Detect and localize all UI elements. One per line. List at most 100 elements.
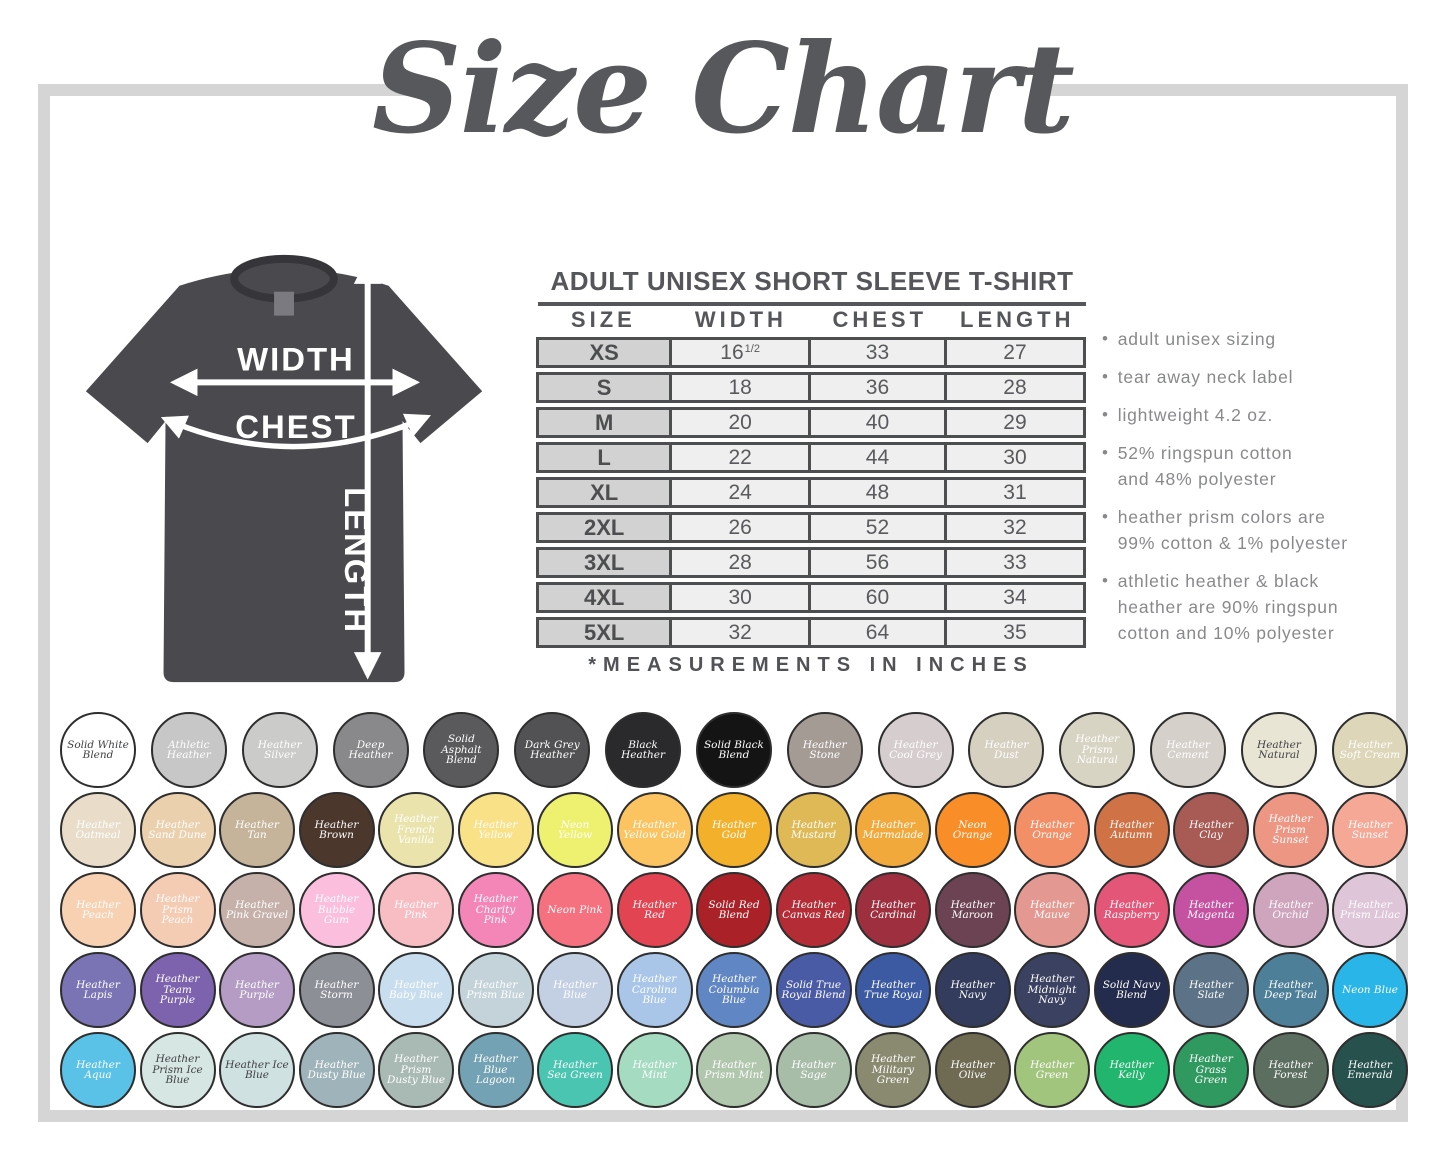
color-swatch-neon-pink: Neon Pink xyxy=(537,872,613,948)
bullet-item: • adult unisex sizing xyxy=(1102,326,1437,352)
neck-label xyxy=(274,291,294,316)
color-swatch-heather-storm: Heather Storm xyxy=(298,952,375,1028)
table-row-2xl: 2XL 26 52 32 xyxy=(536,512,1086,543)
bullet-text: tear away neck label xyxy=(1117,367,1294,387)
bullet-dot: • xyxy=(1102,571,1109,590)
color-swatch-neon-yellow: Neon Yellow xyxy=(537,792,613,868)
cell-size: 2XL xyxy=(539,515,673,540)
color-swatch-heather-sage: Heather Sage xyxy=(775,1032,852,1108)
bullet-item: • tear away neck label xyxy=(1102,364,1437,390)
color-swatch-heather-clay: Heather Clay xyxy=(1173,792,1249,868)
color-swatch-heather-orchid: Heather Orchid xyxy=(1252,872,1329,948)
color-swatch-solid-asphalt-blend: Solid Asphalt Blend xyxy=(423,712,500,788)
color-swatch-solid-black-blend: Solid Black Blend xyxy=(695,712,772,788)
color-swatch-heather-carolina-blue: Heather Carolina Blue xyxy=(616,952,693,1028)
chest-label: CHEST xyxy=(235,408,356,445)
color-swatch-solid-navy-blend: Solid Navy Blend xyxy=(1093,952,1170,1028)
color-swatch-heather-tan: Heather Tan xyxy=(219,792,295,868)
color-swatch-heather-pink-gravel: Heather Pink Gravel xyxy=(219,872,295,948)
color-swatch-heather-grass-green: Heather Grass Green xyxy=(1173,1032,1249,1108)
color-swatch-heather-mauve: Heather Mauve xyxy=(1014,872,1090,948)
cell-size: 4XL xyxy=(539,585,673,610)
cell-length: 35 xyxy=(1003,620,1027,644)
bullet-dot: • xyxy=(1102,443,1109,462)
cell-length: 28 xyxy=(1003,375,1027,399)
color-swatch-heather-dusty-blue: Heather Dusty Blue xyxy=(298,1032,375,1108)
color-swatch-heather-prism-dusty-blue: Heather Prism Dusty Blue xyxy=(378,1032,454,1108)
color-swatch-heather-sand-dune: Heather Sand Dune xyxy=(139,792,216,868)
color-swatch-heather-oatmeal: Heather Oatmeal xyxy=(60,792,136,868)
color-swatch-heather-marmalade: Heather Marmalade xyxy=(855,792,931,868)
color-swatch-heather-navy: Heather Navy xyxy=(934,952,1011,1028)
frame-border xyxy=(38,84,1408,1122)
color-swatch-heather-orange: Heather Orange xyxy=(1014,792,1090,868)
feature-bullet-list: • adult unisex sizing • tear away neck labe… xyxy=(1102,326,1437,658)
cell-width: 18 xyxy=(672,375,811,400)
cell-chest: 40 xyxy=(811,410,947,435)
color-swatch-heather-french-vanilla: Heather French Vanilla xyxy=(378,792,454,868)
color-swatch-heather-slate: Heather Slate xyxy=(1173,952,1249,1028)
bullet-text: lightweight 4.2 oz. xyxy=(1117,405,1274,425)
bullet-text: 52% ringspun cotton and 48% polyester xyxy=(1117,443,1293,489)
bullet-text: adult unisex sizing xyxy=(1117,329,1276,349)
table-row-l: L 22 44 30 xyxy=(536,442,1086,473)
color-swatch-solid-true-royal-blend: Solid True Royal Blend xyxy=(775,952,852,1028)
color-swatch-dark-grey-heather: Dark Grey Heather xyxy=(514,712,591,788)
color-swatch-heather-canvas-red: Heather Canvas Red xyxy=(775,872,852,948)
color-swatch-heather-bubble-gum: Heather Bubble Gum xyxy=(298,872,375,948)
cell-width: 24 xyxy=(672,480,811,505)
bullet-item: • 52% ringspun cotton and 48% polyester xyxy=(1102,440,1437,492)
color-swatch-athletic-heather: Athletic Heather xyxy=(150,712,227,788)
color-swatch-heather-dust: Heather Dust xyxy=(968,712,1045,788)
table-row-xl: XL 24 48 31 xyxy=(536,477,1086,508)
color-swatch-heather-forest: Heather Forest xyxy=(1252,1032,1329,1108)
cell-length: 30 xyxy=(1003,445,1027,469)
color-swatch-heather-brown: Heather Brown xyxy=(298,792,375,868)
color-swatch-black-heather: Black Heather xyxy=(605,712,682,788)
color-swatch-neon-orange: Neon Orange xyxy=(934,792,1011,868)
color-swatch-heather-cement: Heather Cement xyxy=(1150,712,1227,788)
bullet-dot: • xyxy=(1102,329,1109,348)
cell-chest: 64 xyxy=(811,620,947,645)
cell-chest: 56 xyxy=(811,550,947,575)
color-swatch-heather-sea-green: Heather Sea Green xyxy=(537,1032,613,1108)
tshirt-back-collar xyxy=(243,255,325,270)
color-swatch-heather-pink: Heather Pink xyxy=(378,872,454,948)
color-swatch-heather-prism-lilac: Heather Prism Lilac xyxy=(1332,872,1408,948)
cell-width: 32 xyxy=(672,620,811,645)
chest-arrow xyxy=(160,413,432,450)
color-swatch-heather-true-royal: Heather True Royal xyxy=(855,952,931,1028)
color-swatch-heather-kelly: Heather Kelly xyxy=(1093,1032,1170,1108)
color-swatch-heather-midnight-navy: Heather Midnight Navy xyxy=(1014,952,1090,1028)
bullet-text: athletic heather & black heather are 90% … xyxy=(1117,571,1339,643)
bullet-dot: • xyxy=(1102,507,1109,526)
color-swatch-solid-white-blend: Solid White Blend xyxy=(60,712,136,788)
tshirt-diagram: WIDTH CHEST LENGTH xyxy=(85,254,483,683)
bullet-item: • heather prism colors are 99% cotton & 1%… xyxy=(1102,504,1437,556)
color-swatch-heather-soft-cream: Heather Soft Cream xyxy=(1331,712,1408,788)
cell-size: XS xyxy=(539,340,673,365)
bullet-text: heather prism colors are 99% cotton & 1% … xyxy=(1117,507,1348,553)
cell-size: S xyxy=(539,375,673,400)
swatch-row-1: Solid White Blend Athletic Heather Heather… xyxy=(60,712,1408,788)
cell-width: 20 xyxy=(672,410,811,435)
cell-width: 26 xyxy=(672,515,811,540)
cell-size: 3XL xyxy=(539,550,673,575)
color-swatch-heather-gold: Heather Gold xyxy=(696,792,772,868)
cell-width: 28 xyxy=(672,550,811,575)
color-swatch-heather-mint: Heather Mint xyxy=(616,1032,693,1108)
cell-length: 27 xyxy=(1003,340,1027,364)
color-swatch-heather-olive: Heather Olive xyxy=(934,1032,1011,1108)
cell-chest: 60 xyxy=(811,585,947,610)
color-swatch-heather-ice-blue: Heather Ice Blue xyxy=(219,1032,295,1108)
color-swatch-heather-emerald: Heather Emerald xyxy=(1332,1032,1408,1108)
color-swatch-heather-blue: Heather Blue xyxy=(537,952,613,1028)
color-swatch-heather-prism-natural: Heather Prism Natural xyxy=(1059,712,1136,788)
cell-size: M xyxy=(539,410,673,435)
color-swatch-heather-prism-mint: Heather Prism Mint xyxy=(696,1032,772,1108)
color-swatch-heather-prism-peach: Heather Prism Peach xyxy=(139,872,216,948)
color-swatch-heather-stone: Heather Stone xyxy=(786,712,863,788)
cell-length: 32 xyxy=(1003,515,1027,539)
color-swatch-heather-raspberry: Heather Raspberry xyxy=(1093,872,1170,948)
